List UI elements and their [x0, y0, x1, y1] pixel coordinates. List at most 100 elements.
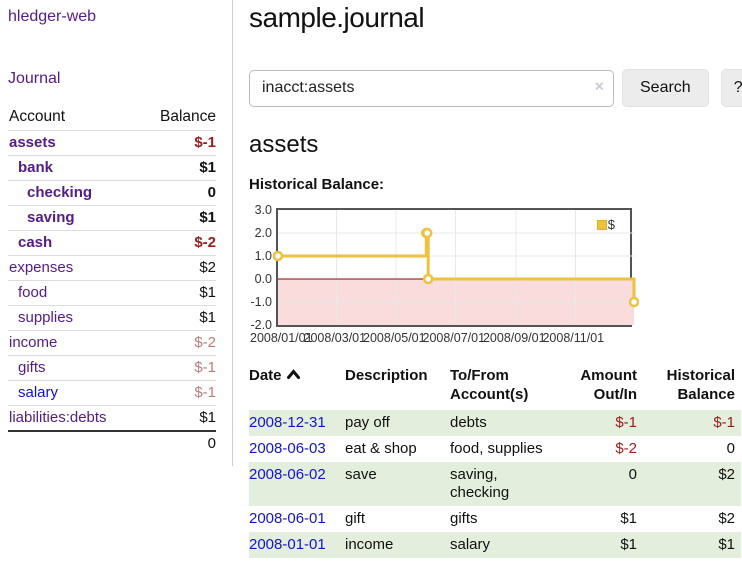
account-balance: 0 [207, 184, 216, 201]
search-button[interactable]: Search [622, 69, 709, 107]
transaction-row: 2008-06-02 save saving, checking 0 $2 [249, 462, 741, 506]
clear-search-icon[interactable]: × [594, 78, 604, 96]
transaction-balance: $1 [718, 536, 735, 553]
x-tick-label: 2008/03/01 [303, 331, 367, 345]
account-link[interactable]: food [18, 284, 48, 301]
account-link[interactable]: liabilities:debts [9, 409, 107, 426]
account-link[interactable]: supplies [18, 309, 74, 326]
app-title-link[interactable]: hledger-web [8, 8, 97, 25]
register-column-header: Description [345, 367, 428, 384]
account-balance: $2 [199, 259, 216, 276]
account-balance: $1 [199, 159, 216, 176]
y-tick-label: 2.0 [254, 226, 272, 240]
register-column-header: Historical Balance [666, 367, 735, 403]
account-row: cash $-2 [8, 230, 216, 256]
chart-plot-area[interactable]: $ [272, 208, 640, 327]
sort-ascending-icon[interactable] [286, 366, 300, 385]
search-bar: × Search ? [249, 69, 742, 107]
main-content: sample.journal × Search ? assets Histori… [233, 0, 742, 558]
data-point-marker [421, 227, 433, 239]
y-tick-label: -2.0 [250, 318, 272, 332]
account-link[interactable]: salary [18, 384, 59, 401]
transaction-date-link[interactable]: 2008-06-03 [249, 440, 326, 457]
y-tick-label: -1.0 [250, 295, 272, 309]
register-column-header: Amount Out/In [580, 367, 637, 403]
account-link[interactable]: gifts [18, 359, 46, 376]
transaction-row: 2008-12-31 pay off debts $-1 $-1 [249, 410, 741, 436]
data-point-marker [272, 250, 284, 262]
sidebar: hledger-web Journal Account Balance asse… [0, 0, 233, 466]
search-input-wrap: × [249, 69, 614, 107]
account-link[interactable]: income [9, 334, 58, 351]
transaction-description: eat & shop [345, 440, 417, 457]
balance-chart: 3.0 2.0 1.0 0.0 -1.0 -2.0 $ 2008/01/01 2008/03… [249, 203, 742, 345]
x-tick-label: 2008/09/01 [482, 331, 546, 345]
chart-legend: $ [596, 217, 615, 232]
account-balance: $-1 [194, 134, 216, 151]
transaction-amount: $-2 [615, 440, 637, 457]
register-column-header: To/From Account(s) [450, 367, 529, 403]
balance-column-header: Balance [159, 108, 216, 125]
transaction-balance: $2 [718, 510, 735, 527]
account-row: bank $1 [8, 155, 216, 181]
account-row: expenses $2 [8, 255, 216, 281]
account-row: checking 0 [8, 180, 216, 206]
account-link[interactable]: assets [9, 134, 56, 151]
x-tick-label: 2008/07/01 [422, 331, 486, 345]
account-row: supplies $1 [8, 305, 216, 331]
help-button[interactable]: ? [720, 69, 742, 107]
search-input[interactable] [249, 69, 614, 107]
transaction-accounts: salary [450, 536, 491, 553]
accounts-table-body: assets $-1 bank $1 checking 0 saving $1 cash $-2 e… [8, 130, 216, 432]
transaction-description: pay off [345, 414, 390, 431]
page-title: sample.journal [249, 2, 425, 33]
account-balance: $-2 [194, 334, 216, 351]
transaction-date-link[interactable]: 2008-01-01 [249, 536, 326, 553]
transaction-description: gift [345, 510, 366, 527]
x-tick-label: 2008/11/01 [542, 331, 605, 345]
register-column-header: Date [249, 366, 345, 410]
transaction-row: 2008-06-01 gift gifts $1 $2 [249, 506, 741, 532]
transaction-description: income [345, 536, 394, 553]
register-table: Date Description To/From Account(s) Amount Ou… [249, 366, 741, 558]
transaction-date-link[interactable]: 2008-12-31 [249, 414, 326, 431]
account-link[interactable]: checking [27, 184, 93, 201]
account-row: saving $1 [8, 205, 216, 231]
accounts-total-row: 0 [8, 431, 216, 456]
account-balance: $1 [199, 284, 216, 301]
chart-title: Historical Balance: [249, 176, 385, 193]
transaction-accounts: saving, checking [450, 466, 510, 501]
transaction-accounts: gifts [450, 510, 478, 527]
account-link[interactable]: cash [18, 234, 53, 251]
transaction-amount: $1 [620, 536, 637, 553]
transaction-accounts: food, supplies [450, 440, 543, 457]
account-row: liabilities:debts $1 [8, 405, 216, 432]
transaction-accounts: debts [450, 414, 487, 431]
x-tick-label: 2008/05/01 [363, 331, 426, 345]
total-balance: 0 [207, 435, 216, 452]
transaction-date-link[interactable]: 2008-06-01 [249, 510, 326, 527]
y-tick-label: 0.0 [254, 272, 272, 286]
account-column-header: Account [9, 108, 66, 125]
account-balance: $1 [199, 209, 216, 226]
transaction-row: 2008-06-03 eat & shop food, supplies $-2 0 [249, 436, 741, 462]
account-row: food $1 [8, 280, 216, 306]
account-row: assets $-1 [8, 130, 216, 156]
legend-label: $ [607, 217, 615, 232]
accounts-header-row: Account Balance [8, 106, 216, 131]
data-point-marker [628, 296, 640, 308]
account-link[interactable]: bank [18, 159, 54, 176]
register-header-row: Date Description To/From Account(s) Amount Ou… [249, 366, 741, 410]
account-row: income $-2 [8, 330, 216, 356]
transaction-date-link[interactable]: 2008-06-02 [249, 466, 326, 483]
account-balance: $-1 [194, 359, 216, 376]
journal-nav-link[interactable]: Journal [8, 70, 61, 87]
account-link[interactable]: expenses [9, 259, 74, 276]
app-title: hledger-web [8, 8, 216, 26]
y-tick-label: 1.0 [254, 249, 272, 263]
x-tick-label: 2008/01/01 [250, 331, 313, 345]
transaction-description: save [345, 466, 377, 483]
account-link[interactable]: saving [27, 209, 75, 226]
transaction-row: 2008-01-01 income salary $1 $1 [249, 532, 741, 558]
y-tick-label: 3.0 [254, 203, 272, 217]
